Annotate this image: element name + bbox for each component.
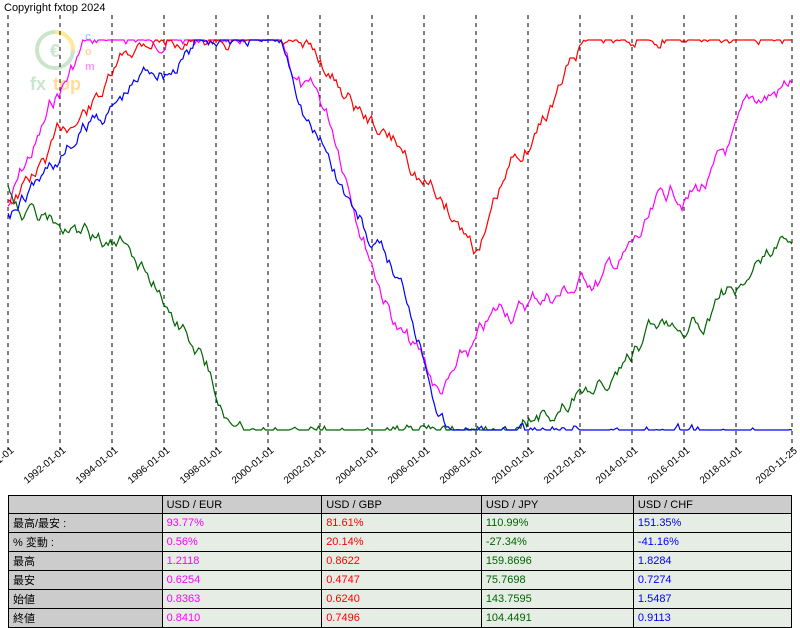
stats-table: USD / EUR USD / GBP USD / JPY USD / CHF … — [8, 495, 792, 628]
x-tick-label: 2016-01-01 — [646, 445, 692, 486]
x-tick-label: 2004-01-01 — [334, 445, 380, 486]
row-label: 終値 — [9, 609, 163, 628]
row-label: 始値 — [9, 590, 163, 609]
row-label: 最安 — [9, 571, 163, 590]
row-label: 最高/最安 : — [9, 514, 163, 533]
col-header: USD / GBP — [322, 496, 482, 514]
x-tick-label: 2006-01-01 — [386, 445, 432, 486]
x-tick-label: 1994-01-01 — [74, 445, 120, 486]
x-tick-label: 2000-01-01 — [230, 445, 276, 486]
x-tick-label: 2018-01-01 — [698, 445, 744, 486]
col-header: USD / CHF — [633, 496, 791, 514]
x-tick-label: 2002-01-01 — [282, 445, 328, 486]
x-axis-labels: 1990-01-011992-01-011994-01-011996-01-01… — [0, 450, 800, 490]
col-header: USD / JPY — [481, 496, 633, 514]
col-header: USD / EUR — [162, 496, 322, 514]
series-jpy — [8, 185, 792, 430]
x-tick-label: 1996-01-01 — [126, 445, 172, 486]
row-label: % 変動 : — [9, 533, 163, 552]
x-tick-label: 2014-01-01 — [594, 445, 640, 486]
x-tick-label: 2008-01-01 — [438, 445, 484, 486]
table-corner — [9, 496, 163, 514]
x-tick-label: 2012-01-01 — [542, 445, 588, 486]
x-tick-label: 2010-01-01 — [490, 445, 536, 486]
series-chf — [8, 40, 792, 430]
series-gbp — [8, 40, 792, 254]
x-tick-label: 2020-11-25 — [754, 446, 800, 487]
row-label: 最高 — [9, 552, 163, 571]
currency-chart — [0, 0, 800, 460]
x-tick-label: 1990-01-01 — [0, 445, 16, 486]
x-tick-label: 1998-01-01 — [178, 445, 224, 486]
x-tick-label: 1992-01-01 — [22, 445, 68, 486]
